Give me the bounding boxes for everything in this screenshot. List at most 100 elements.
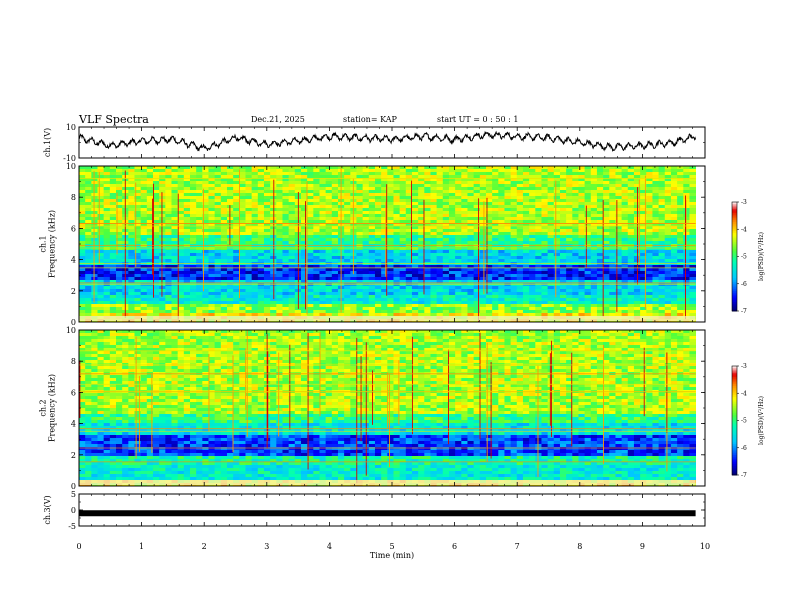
spectrogram-cell [208, 235, 215, 238]
spectrogram-cell [677, 256, 684, 259]
spectrogram-cell [412, 181, 419, 184]
spectrogram-cell [646, 193, 653, 196]
spectrogram-cell [665, 184, 672, 187]
spectrogram-cell [307, 229, 314, 232]
spectrogram-cell [683, 259, 690, 262]
spectrogram-cell [689, 283, 696, 286]
spectrogram-cell [535, 214, 542, 217]
spectrogram-cell [504, 214, 511, 217]
spectrogram-cell [375, 277, 382, 280]
spectrogram-cell [566, 202, 573, 205]
spectrogram-cell [369, 232, 376, 235]
spectrogram-cell [603, 175, 610, 178]
spectrogram-cell [319, 259, 326, 262]
spectrogram-cell [689, 229, 696, 232]
spectrogram-cell [572, 208, 579, 211]
spectrogram-cell [239, 214, 246, 217]
spectrogram-cell [689, 211, 696, 214]
spectrogram-cell [319, 277, 326, 280]
spectrogram-cell [252, 229, 259, 232]
spectrogram-cell [245, 181, 252, 184]
spectrogram-cell [208, 184, 215, 187]
spectrogram-cell [313, 256, 320, 259]
spectrogram-cell [449, 289, 456, 292]
spectrogram-cell [511, 283, 518, 286]
spectrogram-cell [603, 298, 610, 301]
spectrogram-cell [430, 196, 437, 199]
spectrogram-cell [683, 220, 690, 223]
spectrogram-cell [646, 286, 653, 289]
spectrogram-cell [344, 217, 351, 220]
spectrogram-cell [517, 202, 524, 205]
spectrogram-cell [208, 271, 215, 274]
spectrogram-cell [128, 256, 135, 259]
spectrogram-cell [159, 247, 166, 250]
spectrogram-cell [689, 235, 696, 238]
spectrogram-cell [98, 217, 105, 220]
spectrogram-cell [517, 289, 524, 292]
spectrogram-cell [208, 202, 215, 205]
spectrogram-cell [671, 307, 678, 310]
spectrogram-cell [671, 175, 678, 178]
spectrogram-cell [628, 298, 635, 301]
spectrogram-cell [585, 199, 592, 202]
spectrogram-cell [659, 232, 666, 235]
spectrogram-cell [332, 250, 339, 253]
spectrogram-cell [689, 250, 696, 253]
spectrogram-cell [541, 268, 548, 271]
spectrogram-cell [307, 292, 314, 295]
spectrogram-cell [178, 187, 185, 190]
spectrogram-cell [221, 193, 228, 196]
spectrogram-cell [541, 184, 548, 187]
spectrogram-cell [252, 238, 259, 241]
spectrogram-cell [683, 256, 690, 259]
spectrogram-cell [541, 277, 548, 280]
spectrogram-cell [443, 226, 450, 229]
spectrogram-cell [307, 277, 314, 280]
spectrogram-cell [541, 283, 548, 286]
spectrogram-cell [622, 301, 629, 304]
spectrogram-cell [683, 253, 690, 256]
spectrogram-cell [474, 217, 481, 220]
spectrogram-cell [332, 166, 339, 169]
spectrogram-cell [400, 298, 407, 301]
spectrogram-cell [282, 205, 289, 208]
spectrogram-cell [326, 172, 333, 175]
spectrogram-cell [264, 241, 271, 244]
spectrogram-cell [517, 238, 524, 241]
spectrogram-cell [332, 286, 339, 289]
spectrogram-cell [91, 286, 98, 289]
spectrogram-cell [122, 166, 129, 169]
spectrogram-cell [597, 181, 604, 184]
spectrogram-cell [276, 208, 283, 211]
spectrogram-cell [375, 214, 382, 217]
spectrogram-cell [215, 232, 222, 235]
spectrogram-cell [221, 184, 228, 187]
spectrogram-cell [375, 247, 382, 250]
spectrogram-cell [110, 307, 117, 310]
spectrogram-cell [683, 286, 690, 289]
spectrogram-cell [116, 277, 123, 280]
spectrogram-cell [159, 214, 166, 217]
spectrogram-cell [548, 220, 555, 223]
spectrogram-cell [356, 232, 363, 235]
spectrogram-cell [400, 295, 407, 298]
spectrogram-cell [215, 250, 222, 253]
spectrogram-cell [252, 307, 259, 310]
spectrogram-cell [461, 229, 468, 232]
spectrogram-cell [467, 259, 474, 262]
spectrogram-cell [153, 253, 160, 256]
spectrogram-cell [430, 220, 437, 223]
spectrogram-cell [517, 268, 524, 271]
spectrogram-cell [461, 301, 468, 304]
spectrogram-cell [492, 187, 499, 190]
spectrogram-cell [104, 292, 111, 295]
spectrogram-cell [424, 283, 431, 286]
spectrogram-cell [159, 181, 166, 184]
spectrogram-cell [541, 214, 548, 217]
spectrogram-cell [196, 232, 203, 235]
spectrogram-cell [511, 274, 518, 277]
spectrogram-cell [363, 286, 370, 289]
spectrogram-cell [221, 277, 228, 280]
spectrogram-cell [165, 259, 172, 262]
